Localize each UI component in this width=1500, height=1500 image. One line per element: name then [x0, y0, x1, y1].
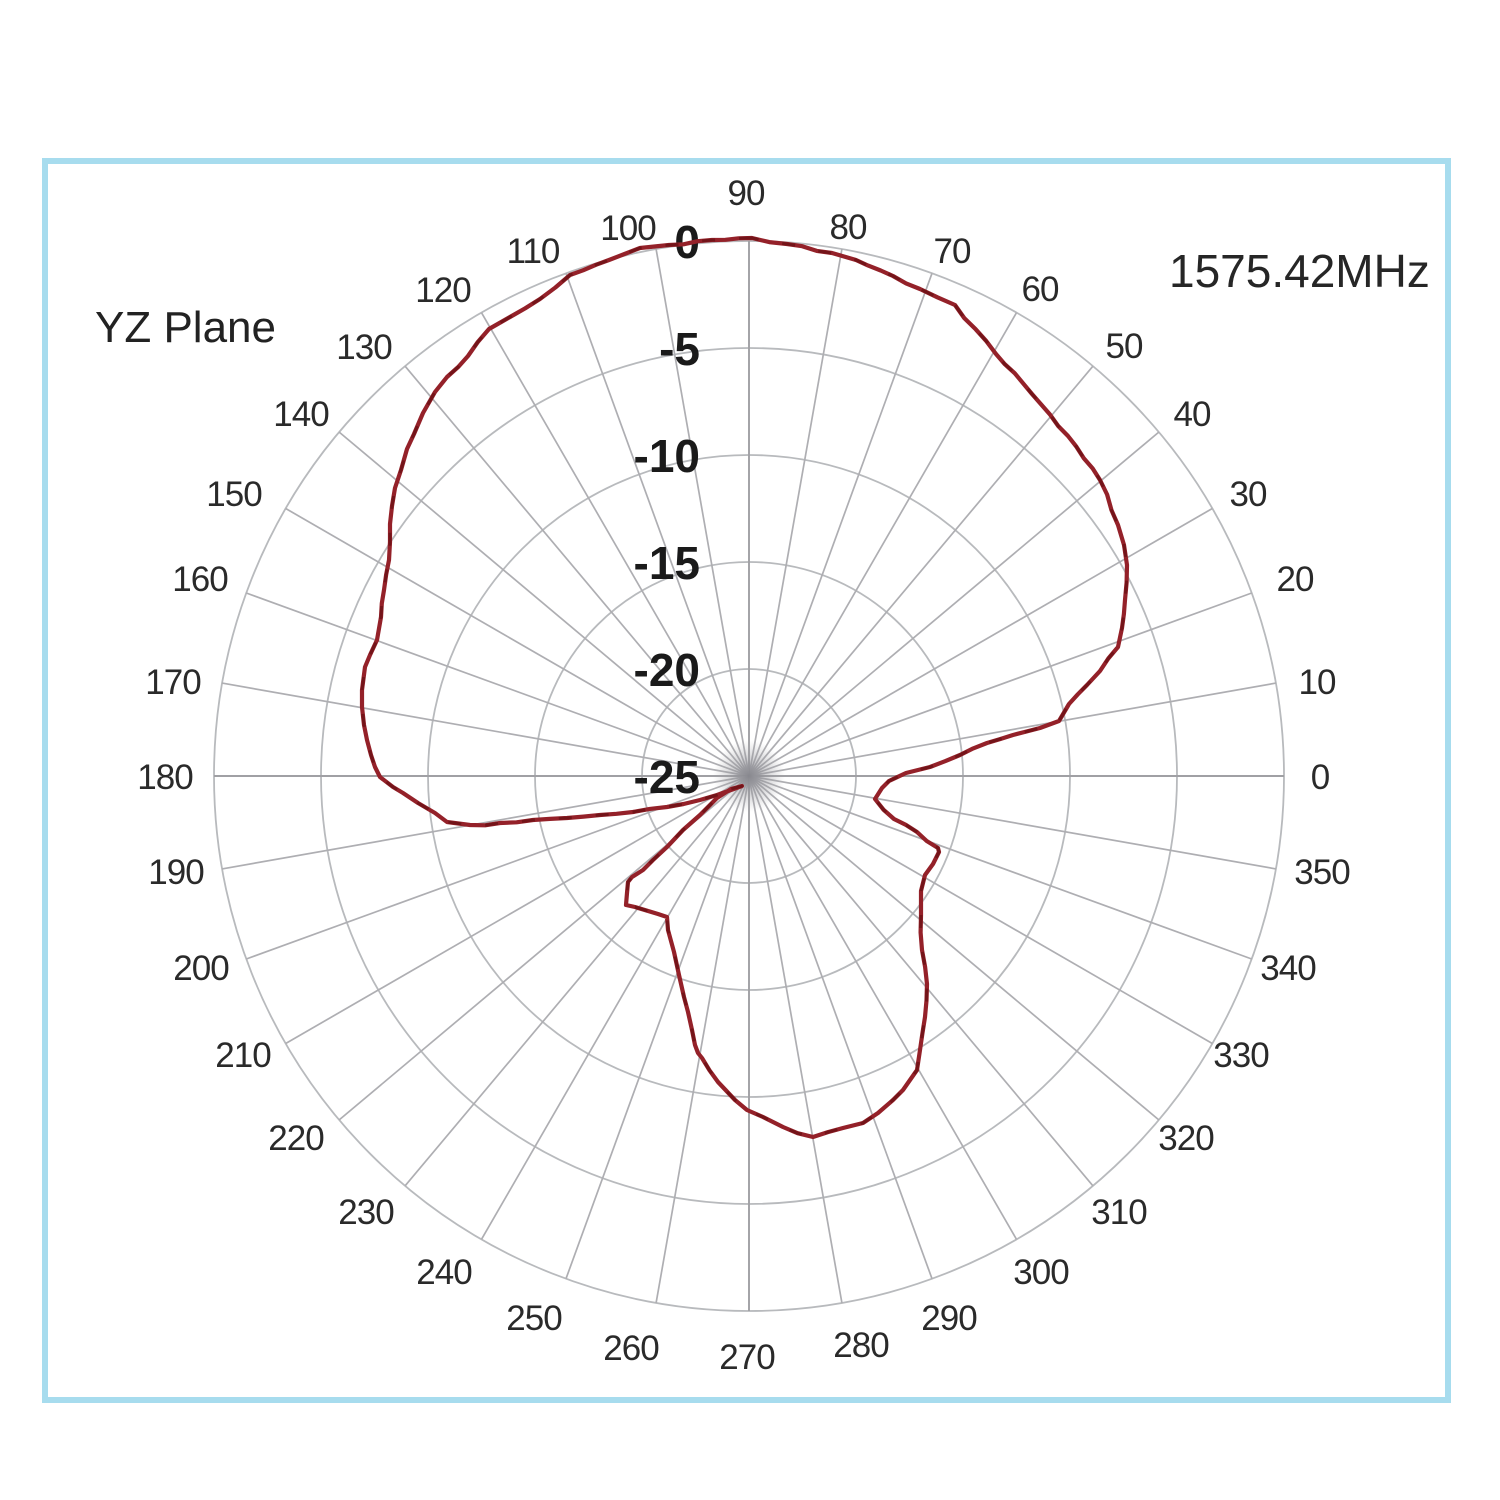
svg-text:-15: -15: [634, 537, 700, 589]
svg-text:YZ Plane: YZ Plane: [95, 303, 276, 352]
svg-text:30: 30: [1230, 475, 1267, 514]
svg-text:220: 220: [268, 1119, 324, 1158]
svg-text:100: 100: [600, 209, 656, 248]
svg-text:230: 230: [338, 1193, 394, 1232]
svg-text:180: 180: [137, 758, 193, 797]
svg-text:290: 290: [921, 1299, 977, 1338]
svg-text:340: 340: [1260, 949, 1316, 988]
svg-text:270: 270: [719, 1338, 775, 1377]
svg-text:130: 130: [336, 328, 392, 367]
svg-text:150: 150: [206, 475, 262, 514]
svg-text:-20: -20: [634, 644, 700, 696]
svg-text:0: 0: [1311, 758, 1330, 797]
svg-text:210: 210: [215, 1036, 271, 1075]
svg-text:80: 80: [830, 208, 867, 247]
svg-text:240: 240: [416, 1253, 472, 1292]
svg-text:50: 50: [1106, 327, 1143, 366]
svg-text:10: 10: [1299, 663, 1336, 702]
svg-text:40: 40: [1174, 395, 1211, 434]
svg-text:140: 140: [273, 395, 329, 434]
svg-text:320: 320: [1158, 1119, 1214, 1158]
svg-text:70: 70: [934, 232, 971, 271]
svg-text:300: 300: [1013, 1253, 1069, 1292]
svg-text:120: 120: [415, 271, 471, 310]
svg-text:190: 190: [148, 853, 204, 892]
svg-text:200: 200: [173, 949, 229, 988]
svg-text:170: 170: [145, 663, 201, 702]
svg-text:280: 280: [833, 1326, 889, 1365]
svg-text:160: 160: [172, 560, 228, 599]
svg-text:90: 90: [728, 174, 765, 213]
svg-text:-10: -10: [634, 430, 700, 482]
svg-text:-25: -25: [634, 751, 700, 803]
svg-text:350: 350: [1294, 853, 1350, 892]
svg-text:110: 110: [507, 232, 560, 271]
svg-text:330: 330: [1213, 1036, 1269, 1075]
svg-text:20: 20: [1277, 560, 1314, 599]
svg-text:250: 250: [506, 1299, 562, 1338]
svg-text:-5: -5: [659, 323, 700, 375]
svg-text:260: 260: [603, 1329, 659, 1368]
svg-text:60: 60: [1022, 270, 1059, 309]
svg-text:310: 310: [1091, 1193, 1147, 1232]
svg-text:1575.42MHz: 1575.42MHz: [1169, 245, 1430, 297]
